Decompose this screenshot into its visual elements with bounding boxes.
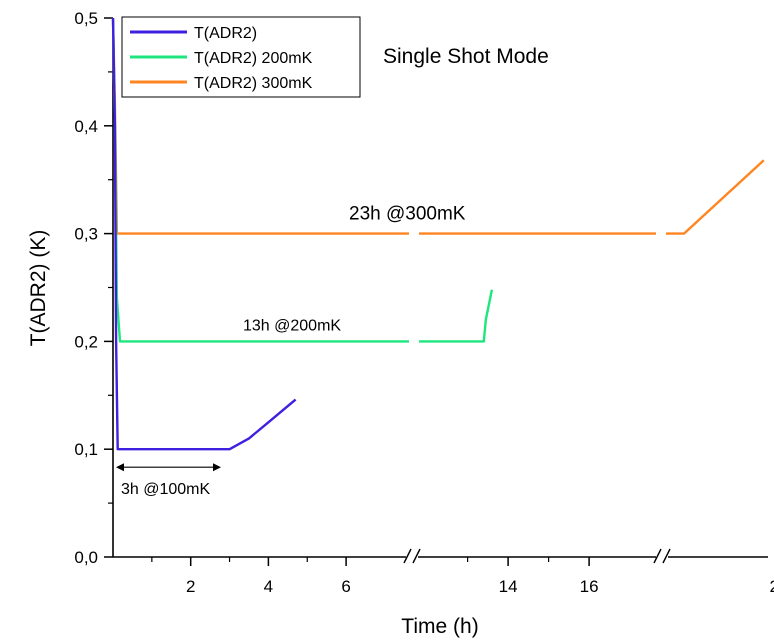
x-tick-label: 14 (499, 577, 518, 596)
plot-area: 0,00,10,20,30,40,5 246141624 3h @100mK13… (74, 9, 774, 596)
y-tick-label: 0,5 (74, 9, 98, 28)
line-gap (409, 338, 419, 345)
axis-break-mark (403, 548, 412, 564)
legend-label-2: T(ADR2) 300mK (194, 75, 313, 92)
annotation-2: 23h @300mK (349, 204, 466, 225)
x-tick-label: 16 (580, 577, 599, 596)
y-tick-label: 0,2 (74, 332, 98, 351)
y-tick-label: 0,3 (74, 225, 98, 244)
x-tick-label: 6 (341, 577, 350, 596)
x-tick-label: 24 (770, 577, 774, 596)
legend: T(ADR2) T(ADR2) 200mK T(ADR2) 300mK (121, 16, 361, 98)
x-tick-label: 4 (264, 577, 273, 596)
y-ticks: 0,0 0,1 0,2 0,3 0,4 0,5 (74, 9, 113, 567)
axis-breaks (403, 548, 671, 564)
axis-break-mark (662, 548, 671, 564)
y-tick-label: 0,4 (74, 117, 98, 136)
axis-break-gap (406, 552, 418, 562)
annotation-0: 3h @100mK (121, 481, 211, 498)
arrow-head-right (213, 463, 221, 472)
annotation-1: 13h @200mK (243, 317, 341, 334)
y-tick-label: 0,0 (74, 548, 98, 567)
axis-break-gap (656, 552, 668, 562)
x-tick-label: 2 (186, 577, 195, 596)
series-lines (111, 17, 765, 451)
series-line-0 (111, 17, 297, 451)
arrow-head-left (116, 463, 124, 472)
chart-title: Single Shot Mode (383, 45, 549, 68)
axis-break-mark (653, 548, 662, 564)
legend-label-1: T(ADR2) 200mK (194, 50, 313, 67)
y-axis-label: T(ADR2) (K) (27, 230, 50, 347)
y-tick-label: 0,1 (74, 440, 98, 459)
line-gap (656, 230, 666, 237)
legend-label-0: T(ADR2) (194, 25, 257, 42)
annotations: 3h @100mK 13h @200mK 23h @300mK (116, 204, 466, 498)
line-gap (409, 230, 419, 237)
x-ticks: 246141624 (151, 557, 774, 596)
axis-break-mark (412, 548, 421, 564)
x-axis-label: Time (h) (401, 615, 478, 638)
